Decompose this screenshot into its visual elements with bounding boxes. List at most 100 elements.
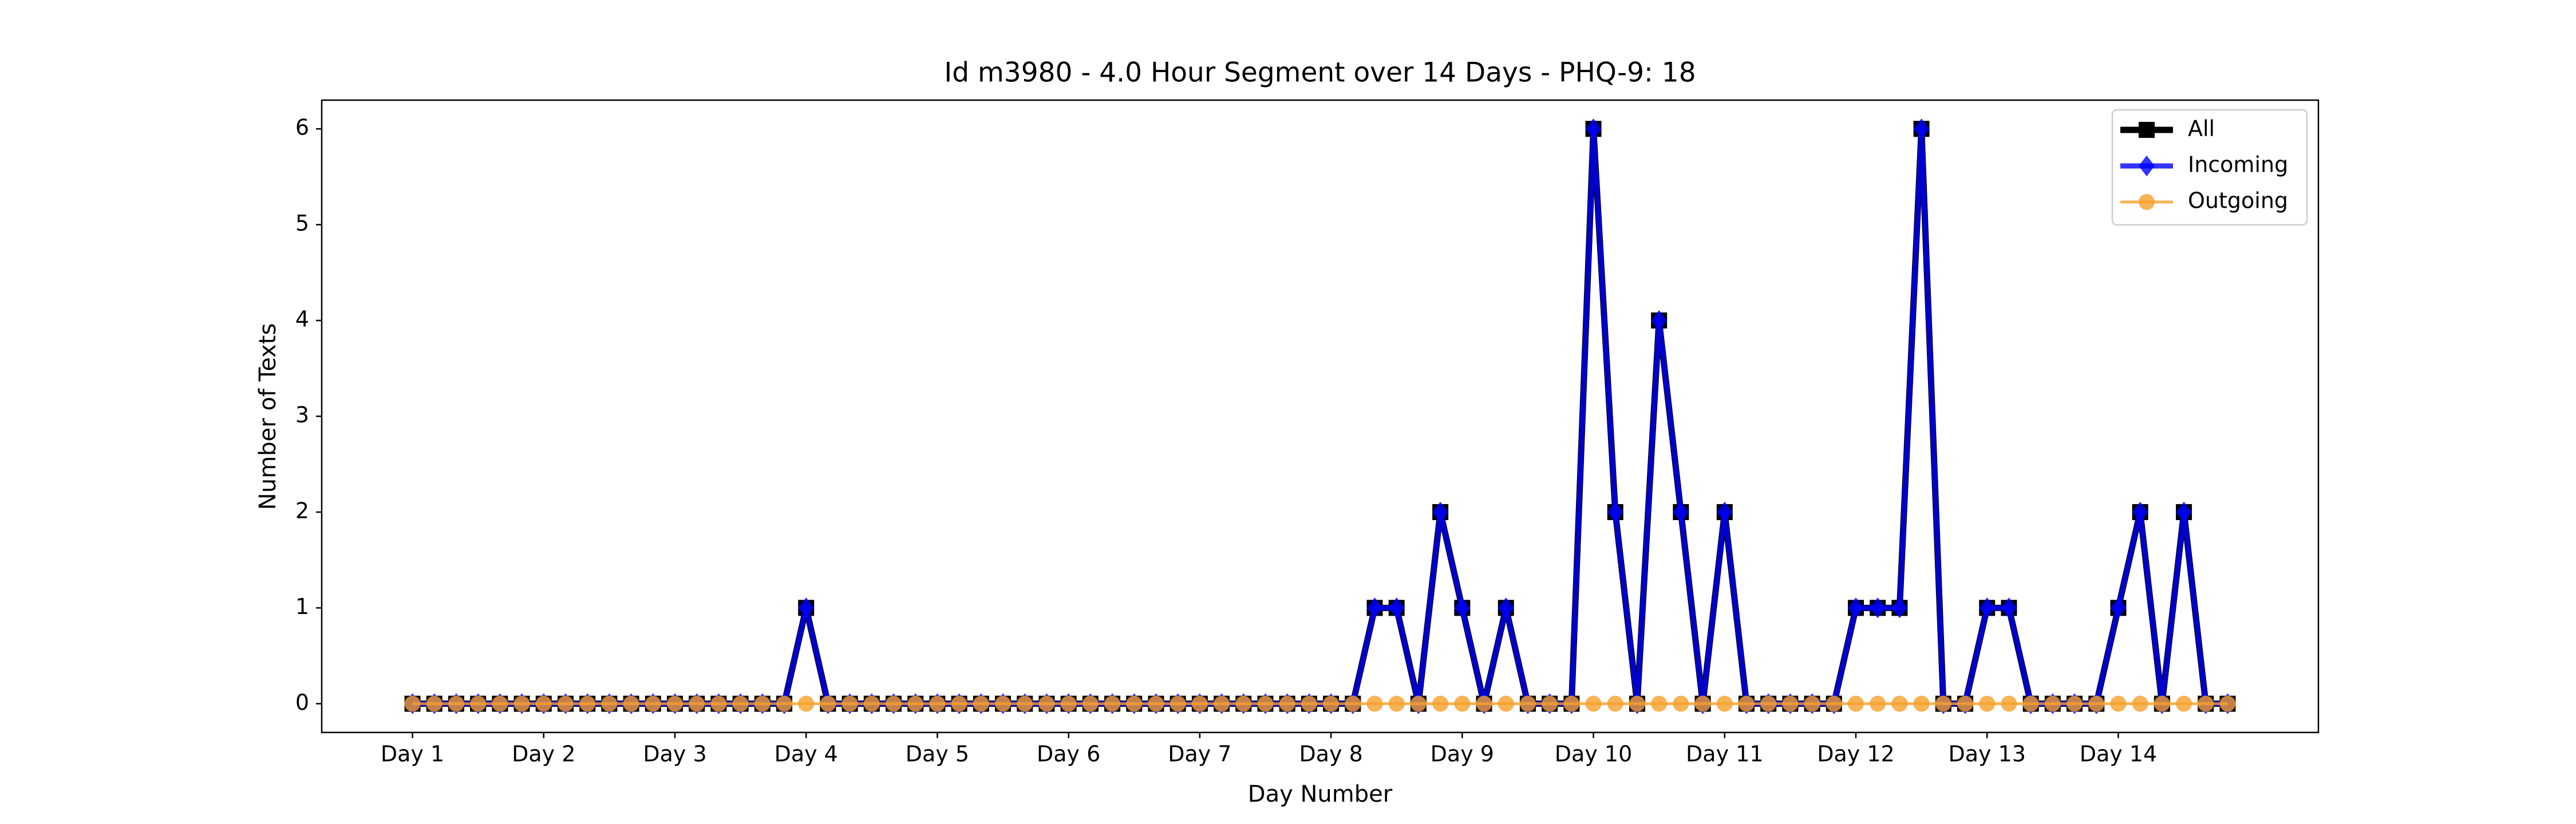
point — [2001, 695, 2017, 712]
point — [1694, 695, 1711, 712]
point — [2132, 501, 2148, 523]
y-axis-label: Number of Texts — [255, 323, 281, 510]
point — [951, 695, 967, 712]
y-tick-label: 0 — [295, 690, 309, 715]
chart-title: Id m3980 - 4.0 Hour Segment over 14 Days… — [944, 57, 1696, 89]
point — [1542, 695, 1558, 712]
point — [2176, 695, 2192, 712]
point — [1738, 695, 1755, 712]
point — [426, 695, 442, 712]
point — [1214, 695, 1230, 712]
point — [1935, 695, 1951, 712]
legend-label: Incoming — [2188, 152, 2288, 177]
point — [1673, 501, 1689, 523]
point — [1454, 597, 1471, 619]
point — [929, 695, 946, 712]
point — [579, 695, 596, 712]
x-tick-label: Day 7 — [1168, 742, 1231, 767]
point — [1891, 597, 1908, 619]
point — [1498, 597, 1514, 619]
point — [513, 695, 530, 712]
point — [1345, 695, 1361, 712]
point — [1476, 695, 1492, 712]
point — [1629, 695, 1645, 712]
point — [1126, 695, 1143, 712]
point — [820, 695, 836, 712]
point — [1760, 695, 1777, 712]
point — [841, 695, 858, 712]
y-tick-label: 3 — [295, 402, 309, 427]
point — [710, 695, 727, 712]
point — [2088, 695, 2105, 712]
point — [776, 695, 793, 712]
point — [2198, 695, 2214, 712]
x-tick-label: Day 9 — [1431, 742, 1494, 767]
point — [1410, 695, 1427, 712]
point — [2219, 695, 2236, 712]
point — [623, 695, 639, 712]
point — [1038, 695, 1055, 712]
point — [1804, 695, 1820, 712]
x-tick-label: Day 5 — [906, 742, 969, 767]
point — [601, 695, 618, 712]
point — [448, 695, 464, 712]
point — [732, 695, 749, 712]
point — [492, 695, 508, 712]
point — [1082, 695, 1099, 712]
x-tick-label: Day 3 — [643, 742, 706, 767]
point — [754, 695, 771, 712]
point — [2001, 597, 2017, 619]
y-tick-label: 4 — [295, 307, 309, 332]
point — [2022, 695, 2039, 712]
x-tick-label: Day 1 — [381, 742, 444, 767]
point — [2176, 501, 2192, 523]
point — [995, 695, 1012, 712]
point — [1323, 695, 1340, 712]
legend: All Incoming Outgoing — [2111, 109, 2308, 226]
point — [1432, 695, 1449, 712]
point — [689, 695, 705, 712]
point — [1257, 695, 1274, 712]
legend-label: Outgoing — [2188, 188, 2288, 213]
point — [798, 597, 815, 619]
point — [1891, 695, 1908, 712]
point — [1060, 695, 1077, 712]
x-tick-label: Day 2 — [512, 742, 575, 767]
x-tick-label: Day 13 — [1948, 742, 2025, 767]
point — [1673, 695, 1689, 712]
point — [645, 695, 661, 712]
point — [1366, 597, 1383, 619]
point — [1979, 695, 1996, 712]
point — [1847, 597, 1864, 619]
legend-label: All — [2188, 116, 2215, 141]
point — [886, 695, 902, 712]
point — [1104, 695, 1121, 712]
y-tick-label: 5 — [295, 211, 309, 236]
point — [1432, 501, 1449, 523]
point — [1651, 310, 1668, 331]
x-tick-label: Day 6 — [1037, 742, 1100, 767]
series-line — [412, 125, 2228, 707]
point — [2044, 695, 2061, 712]
x-tick-label: Day 10 — [1555, 742, 1632, 767]
x-tick-label: Day 4 — [775, 742, 838, 767]
x-axis-label: Day Number — [1248, 781, 1393, 807]
y-tick-label: 6 — [295, 115, 309, 140]
legend-marker — [2139, 122, 2155, 138]
legend-marker — [2139, 155, 2155, 177]
point — [1913, 118, 1930, 140]
point — [2132, 695, 2148, 712]
point — [2110, 695, 2127, 712]
point — [1585, 695, 1602, 712]
point — [1170, 695, 1186, 712]
point — [1454, 695, 1471, 712]
point — [1847, 695, 1864, 712]
point — [1519, 695, 1536, 712]
point — [1607, 501, 1623, 523]
point — [666, 695, 683, 712]
x-tick-label: Day 12 — [1817, 742, 1894, 767]
point — [1716, 695, 1733, 712]
point — [1913, 695, 1930, 712]
point — [1826, 695, 1842, 712]
legend-box — [2111, 109, 2308, 226]
